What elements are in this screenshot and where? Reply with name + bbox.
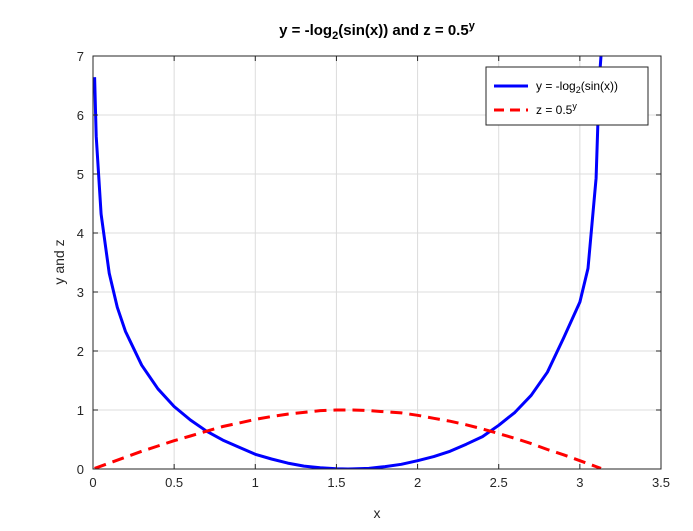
x-tick-label: 1.5 bbox=[327, 475, 345, 490]
x-tick-label: 2.5 bbox=[490, 475, 508, 490]
chart-title-superscript: y bbox=[469, 20, 476, 32]
legend-label-z-superscript: y bbox=[572, 101, 577, 111]
chart-title: y = -log2(sin(x)) and z = 0.5y bbox=[279, 20, 476, 42]
chart-title-middle: (sin(x)) and z = 0.5 bbox=[338, 22, 468, 39]
legend-label-y-prefix: y = -log bbox=[536, 79, 576, 93]
y-tick-label: 0 bbox=[77, 462, 84, 477]
x-tick-label: 3 bbox=[576, 475, 583, 490]
legend-label-z: z = 0.5y bbox=[536, 101, 577, 117]
legend: y = -log2(sin(x)) z = 0.5y bbox=[485, 66, 649, 126]
x-axis-label: x bbox=[374, 505, 381, 521]
legend-label-y-suffix: (sin(x)) bbox=[581, 79, 618, 93]
legend-label-y: y = -log2(sin(x)) bbox=[536, 79, 618, 95]
series-line-z bbox=[94, 408, 602, 469]
chart-title-prefix: y = -log bbox=[279, 22, 332, 39]
series-layer bbox=[93, 56, 603, 469]
y-tick-label: 2 bbox=[77, 344, 84, 359]
legend-box bbox=[485, 66, 649, 126]
y-tick-label: 3 bbox=[77, 285, 84, 300]
y-tick-label: 1 bbox=[77, 403, 84, 418]
axis-ticks: 0 0.5 1 1.5 2 2.5 3 3.5 0 1 2 3 4 5 6 7 bbox=[77, 49, 670, 490]
x-tick-label: 2 bbox=[414, 475, 421, 490]
y-tick-label: 5 bbox=[77, 167, 84, 182]
legend-label-z-prefix: z = 0.5 bbox=[536, 103, 573, 117]
y-tick-label: 7 bbox=[77, 49, 84, 64]
y-tick-label: 4 bbox=[77, 226, 84, 241]
series-line-y bbox=[93, 56, 603, 469]
plot-frame bbox=[92, 55, 662, 470]
legend-label-y-subscript: 2 bbox=[576, 85, 581, 95]
chart-title-subscript: 2 bbox=[332, 30, 338, 42]
x-tick-label: 0.5 bbox=[165, 475, 183, 490]
y-tick-label: 6 bbox=[77, 108, 84, 123]
x-tick-label: 0 bbox=[89, 475, 96, 490]
x-tick-label: 1 bbox=[252, 475, 259, 490]
y-axis-label: y and z bbox=[51, 239, 67, 284]
x-tick-label: 3.5 bbox=[652, 475, 670, 490]
